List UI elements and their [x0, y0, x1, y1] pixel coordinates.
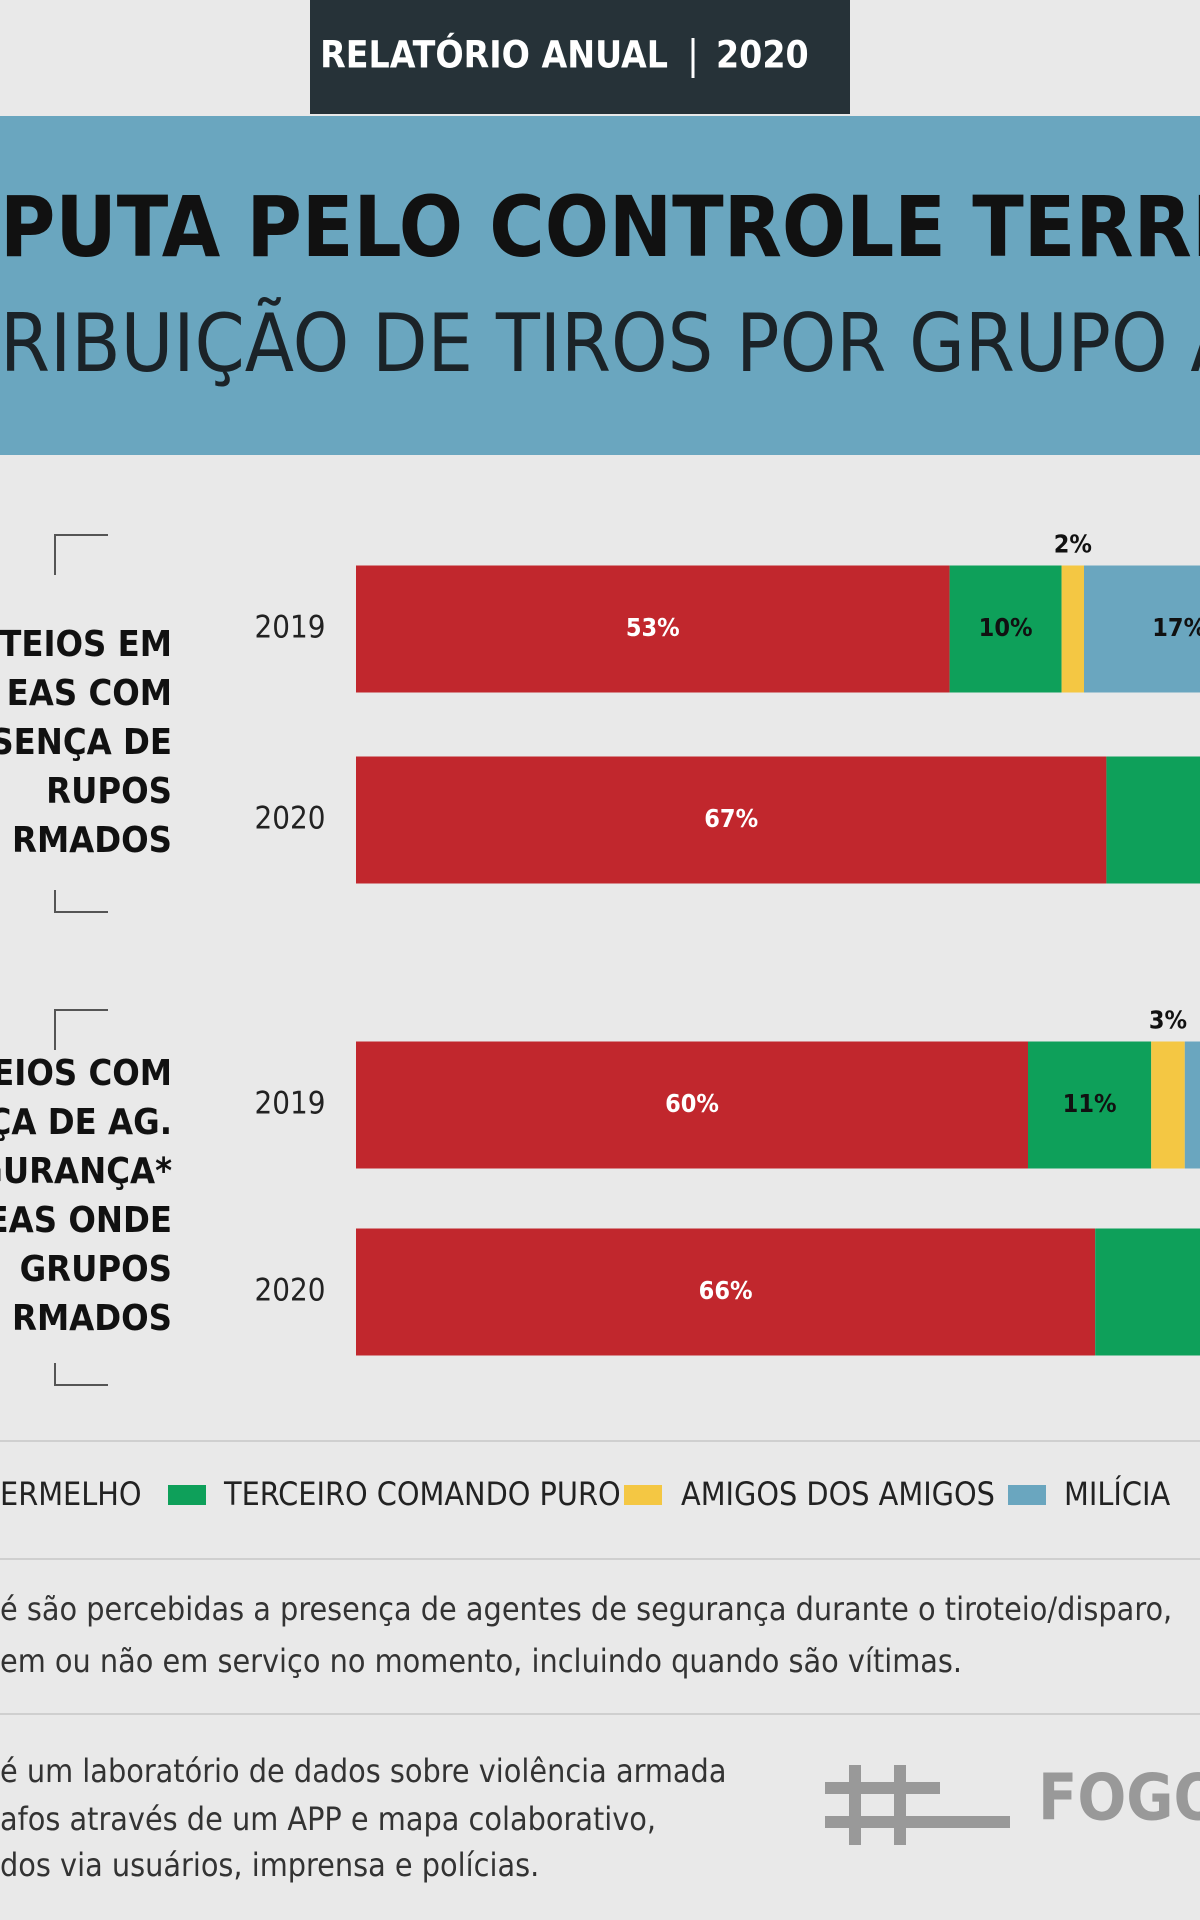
- group-label: REAS ONDE: [0, 1200, 172, 1241]
- group-label: SENÇA DE: [0, 722, 172, 763]
- chart-title: PUTA PELO CONTROLE TERRITO: [0, 178, 1200, 276]
- group-label: EGURANÇA*: [0, 1151, 172, 1192]
- legend-swatch: [624, 1485, 662, 1505]
- footnote-line: é são percebidas a presença de agentes d…: [0, 1590, 1172, 1628]
- bar-segment: [1184, 1041, 1200, 1169]
- bar-segment: [1061, 565, 1084, 693]
- group-label: EAS COM: [7, 673, 172, 714]
- header-box: [310, 0, 850, 114]
- legend-label: AMIGOS DOS AMIGOS: [681, 1475, 995, 1513]
- bracket: [54, 1009, 108, 1050]
- data-label: 66%: [699, 1276, 753, 1305]
- data-label: 3%: [1149, 1006, 1187, 1035]
- report-year: 2020: [716, 34, 809, 77]
- group-label: ENÇA DE AG.: [0, 1102, 172, 1143]
- logo-mark: [825, 1765, 1010, 1845]
- chart-subtitle: RIBUIÇÃO DE TIROS POR GRUPO ARM: [0, 297, 1200, 390]
- bar-segment: [1151, 1041, 1185, 1169]
- data-label: 53%: [626, 613, 680, 642]
- data-label: 60%: [665, 1089, 719, 1118]
- bar-segment: [356, 1228, 1096, 1356]
- title-band: [0, 116, 1200, 455]
- data-label: 17%: [1152, 613, 1200, 642]
- bar-segment: [1106, 756, 1200, 884]
- data-label: 2%: [1054, 530, 1092, 559]
- bracket: [54, 1363, 108, 1386]
- group-label: TEIOS COM: [0, 1053, 172, 1094]
- legend-label: TERCEIRO COMANDO PURO: [223, 1475, 621, 1513]
- footer-line: é um laboratório de dados sobre violênci…: [0, 1752, 726, 1790]
- y-tick-label: 2020: [255, 1273, 326, 1309]
- bar-segment: [356, 756, 1107, 884]
- legend-label: ERMELHO: [0, 1475, 142, 1513]
- bar-segment: [356, 1041, 1028, 1169]
- footer-line: afos através de um APP e mapa colaborati…: [0, 1800, 656, 1838]
- legend-label: MILÍCIA: [1064, 1475, 1170, 1513]
- y-tick-label: 2020: [255, 801, 326, 837]
- data-label: 11%: [1063, 1089, 1117, 1118]
- footnote-line: em ou não em serviço no momento, incluin…: [0, 1642, 962, 1680]
- group-label: RMADOS: [12, 1298, 172, 1339]
- footer-line: dos via usuários, imprensa e polícias.: [0, 1846, 539, 1884]
- legend-swatch: [168, 1485, 206, 1505]
- bar-segment: [949, 565, 1062, 693]
- group-label: RMADOS: [12, 820, 172, 861]
- group-label: RUPOS: [46, 771, 172, 812]
- y-tick-label: 2019: [255, 610, 326, 646]
- bar-segment: [356, 565, 950, 693]
- data-label: 67%: [704, 804, 758, 833]
- bracket: [54, 890, 108, 913]
- bar-segment: [1028, 1041, 1152, 1169]
- data-label: 10%: [979, 613, 1033, 642]
- bar-segment: [1095, 1228, 1200, 1356]
- y-tick-label: 2019: [255, 1086, 326, 1122]
- legend-swatch: [1008, 1485, 1046, 1505]
- report-label: RELATÓRIO ANUAL: [320, 33, 668, 77]
- group-label: GRUPOS: [20, 1249, 172, 1290]
- bracket: [54, 534, 108, 575]
- logo-text: FOGOS: [1038, 1762, 1200, 1836]
- bar-segment: [1084, 565, 1200, 693]
